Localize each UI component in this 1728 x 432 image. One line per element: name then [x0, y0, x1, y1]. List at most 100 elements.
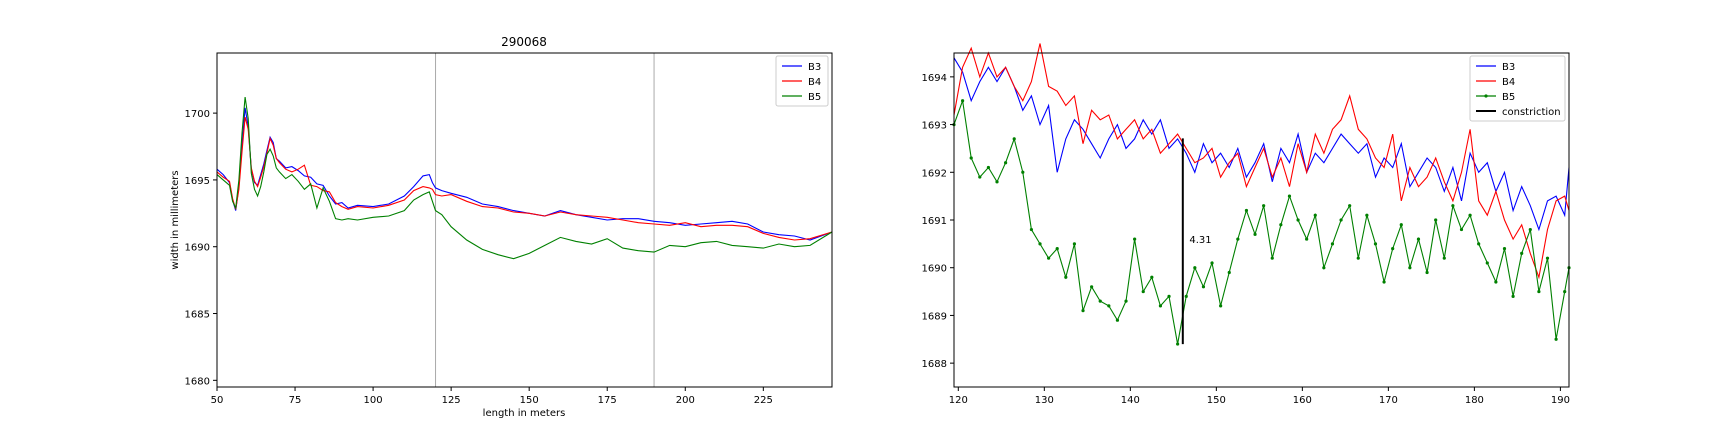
y-tick-label: 1690 [185, 243, 210, 254]
series-point-b5 [1485, 261, 1489, 265]
series-point-b5 [1219, 304, 1223, 308]
x-tick-label: 190 [1551, 395, 1570, 406]
legend-label-b5: B5 [1502, 92, 1515, 103]
x-tick-label: 200 [676, 395, 695, 406]
series-point-b5 [1511, 294, 1515, 298]
series-point-b5 [1236, 237, 1240, 241]
series-point-b5 [1563, 289, 1567, 294]
series-point-b5 [1339, 218, 1343, 222]
chart-right-legend: B3 B4 B5 constriction [1469, 55, 1566, 122]
x-tick-label: 100 [364, 395, 383, 406]
series-point-b5 [1098, 299, 1102, 303]
x-tick-label: 180 [1465, 395, 1484, 406]
series-point-b5 [969, 156, 973, 160]
series-point-b5 [1520, 251, 1524, 255]
series-point-b5 [961, 99, 965, 103]
y-tick-label: 1692 [922, 168, 947, 179]
series-point-b5 [1047, 256, 1051, 260]
series-point-b5 [1176, 342, 1180, 346]
chart-left-y-axis-label: width in millimeters [170, 170, 181, 269]
series-point-b5 [1072, 242, 1077, 246]
series-line-b4 [216, 116, 833, 241]
series-point-b5 [1468, 213, 1472, 217]
x-tick-label: 225 [754, 395, 773, 406]
series-point-b5 [1554, 337, 1558, 341]
legend-label-b3: B3 [1502, 62, 1515, 73]
y-tick-label: 1680 [185, 376, 210, 387]
chart-left-title: 290068 [501, 35, 547, 49]
x-tick-label: 130 [1035, 395, 1054, 406]
series-point-b5 [1184, 294, 1188, 298]
legend-label-b4: B4 [808, 77, 821, 88]
series-point-b5 [1330, 242, 1335, 246]
series-point-b5 [1038, 242, 1042, 246]
x-tick-label: 150 [520, 395, 539, 406]
series-point-b5 [1227, 270, 1231, 275]
series-point-b5 [1193, 266, 1197, 270]
x-tick-label: 170 [1379, 395, 1398, 406]
chart-left-legend: B3 B4 B5 [775, 55, 829, 107]
y-tick-label: 1685 [185, 310, 210, 321]
chart-left-x-axis-label: length in meters [483, 408, 566, 419]
series-point-b5 [1150, 275, 1154, 279]
series-point-b5 [1055, 247, 1059, 251]
series-point-b5 [1545, 256, 1550, 260]
series-point-b5 [986, 165, 991, 170]
series-point-b5 [1004, 161, 1008, 165]
series-point-b5 [1391, 247, 1395, 251]
series-point-b5 [1115, 318, 1120, 322]
series-point-b5 [1425, 270, 1429, 275]
chart-right: 120 130 140 150 160 170 180 190 1688 1689 1690 169… [922, 43, 1571, 406]
series-point-b5 [1141, 289, 1145, 294]
series-point-b5 [978, 175, 982, 179]
series-point-b5 [1262, 204, 1266, 208]
series-point-b5 [1442, 256, 1446, 260]
series-point-b5 [1012, 137, 1016, 141]
y-tick-label: 1694 [922, 73, 947, 84]
legend-marker-b5 [1484, 94, 1488, 98]
series-line-b4 [953, 43, 1570, 280]
series-point-b5 [995, 180, 999, 184]
series-point-b5 [1322, 266, 1326, 270]
series-point-b5 [1279, 223, 1283, 227]
chart-left: 50 75 100 125 150 175 200 225 1680 1685 1690 1695 1… [170, 35, 833, 419]
x-tick-label: 140 [1121, 395, 1140, 406]
x-tick-label: 125 [442, 395, 461, 406]
series-point-b5 [1253, 232, 1257, 236]
y-tick-label: 1700 [185, 109, 210, 120]
x-tick-label: 160 [1293, 395, 1312, 406]
legend-label-b3: B3 [808, 62, 821, 73]
x-tick-label: 120 [949, 395, 968, 406]
series-point-b5 [1528, 227, 1532, 232]
series-line-b3 [953, 57, 1570, 232]
series-point-b5 [1451, 204, 1455, 208]
series-point-b5 [1502, 247, 1507, 251]
series-point-b5 [1090, 285, 1094, 289]
x-tick-label: 175 [598, 395, 617, 406]
series-point-b5 [1244, 208, 1249, 213]
legend-label-b5: B5 [808, 92, 821, 103]
chart-right-plot-area [954, 53, 1569, 387]
series-point-b5 [1434, 218, 1438, 222]
series-point-b5 [1348, 204, 1352, 208]
series-point-b5 [1313, 213, 1317, 217]
series-point-b5 [1133, 237, 1137, 241]
series-point-b5 [1287, 194, 1292, 198]
series-point-b5 [1081, 309, 1085, 313]
y-tick-label: 1691 [922, 216, 947, 227]
series-point-b5 [1459, 227, 1464, 232]
series-point-b5 [1399, 223, 1403, 227]
series-point-b5 [1029, 227, 1034, 232]
y-tick-label: 1690 [922, 264, 947, 275]
series-point-b5 [1382, 280, 1386, 284]
legend-label-b4: B4 [1502, 77, 1515, 88]
x-tick-label: 75 [289, 395, 302, 406]
series-point-b5 [1124, 299, 1128, 303]
y-tick-label: 1688 [922, 359, 947, 370]
chart-left-frame [216, 52, 833, 388]
chart-left-plot-area [217, 53, 832, 387]
series-point-b5 [1210, 261, 1214, 265]
series-point-b5 [1021, 170, 1025, 174]
series-point-b5 [1408, 266, 1412, 270]
